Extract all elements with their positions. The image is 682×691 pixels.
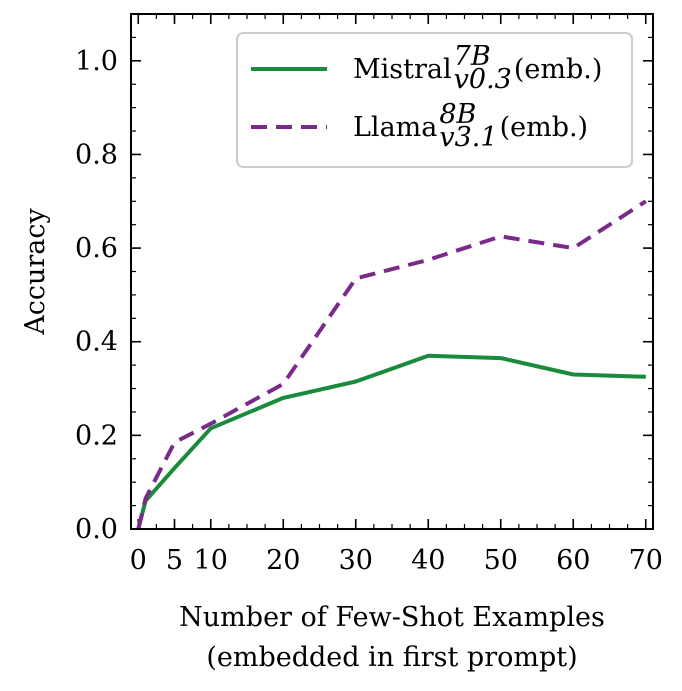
x-tick-label: 20: [266, 545, 300, 576]
legend-series-name: Llama: [353, 112, 437, 143]
x-tick-label: 70: [629, 545, 663, 576]
legend-superscript: 8B: [439, 99, 476, 130]
x-tick-label: 0: [130, 545, 147, 576]
legend-suffix: (emb.): [514, 54, 603, 85]
x-axis-label-line2: (embedded in first prompt): [206, 642, 577, 673]
y-tick-label: 1.0: [75, 46, 118, 77]
legend-box: [236, 32, 633, 168]
legend-superscript: 7B: [454, 41, 491, 72]
legend-suffix: (emb.): [500, 112, 589, 143]
plot-area: [130, 13, 654, 530]
y-tick-label: 0.0: [75, 514, 118, 545]
legend-subscript: v0.3: [454, 64, 512, 95]
x-tick-label: 50: [484, 545, 518, 576]
x-axis-label: Number of Few-Shot Examples: [179, 602, 605, 633]
legend-subscript: v3.1: [439, 122, 497, 153]
y-tick-label: 0.6: [75, 233, 118, 264]
x-tick-label: 5: [166, 545, 183, 576]
y-tick-label: 0.4: [75, 327, 118, 358]
y-axis-label: Accuracy: [20, 208, 51, 336]
series-line-mistral: [136, 353, 646, 530]
x-tick-label: 60: [556, 545, 590, 576]
x-tick-label: 10: [194, 545, 228, 576]
y-tick-label: 0.8: [75, 139, 118, 170]
y-tick-label: 0.2: [75, 420, 118, 451]
x-tick-label: 30: [339, 545, 373, 576]
legend-series-name: Mistral: [353, 54, 452, 85]
series-line-llama: [136, 199, 647, 530]
x-tick-label: 40: [411, 545, 445, 576]
